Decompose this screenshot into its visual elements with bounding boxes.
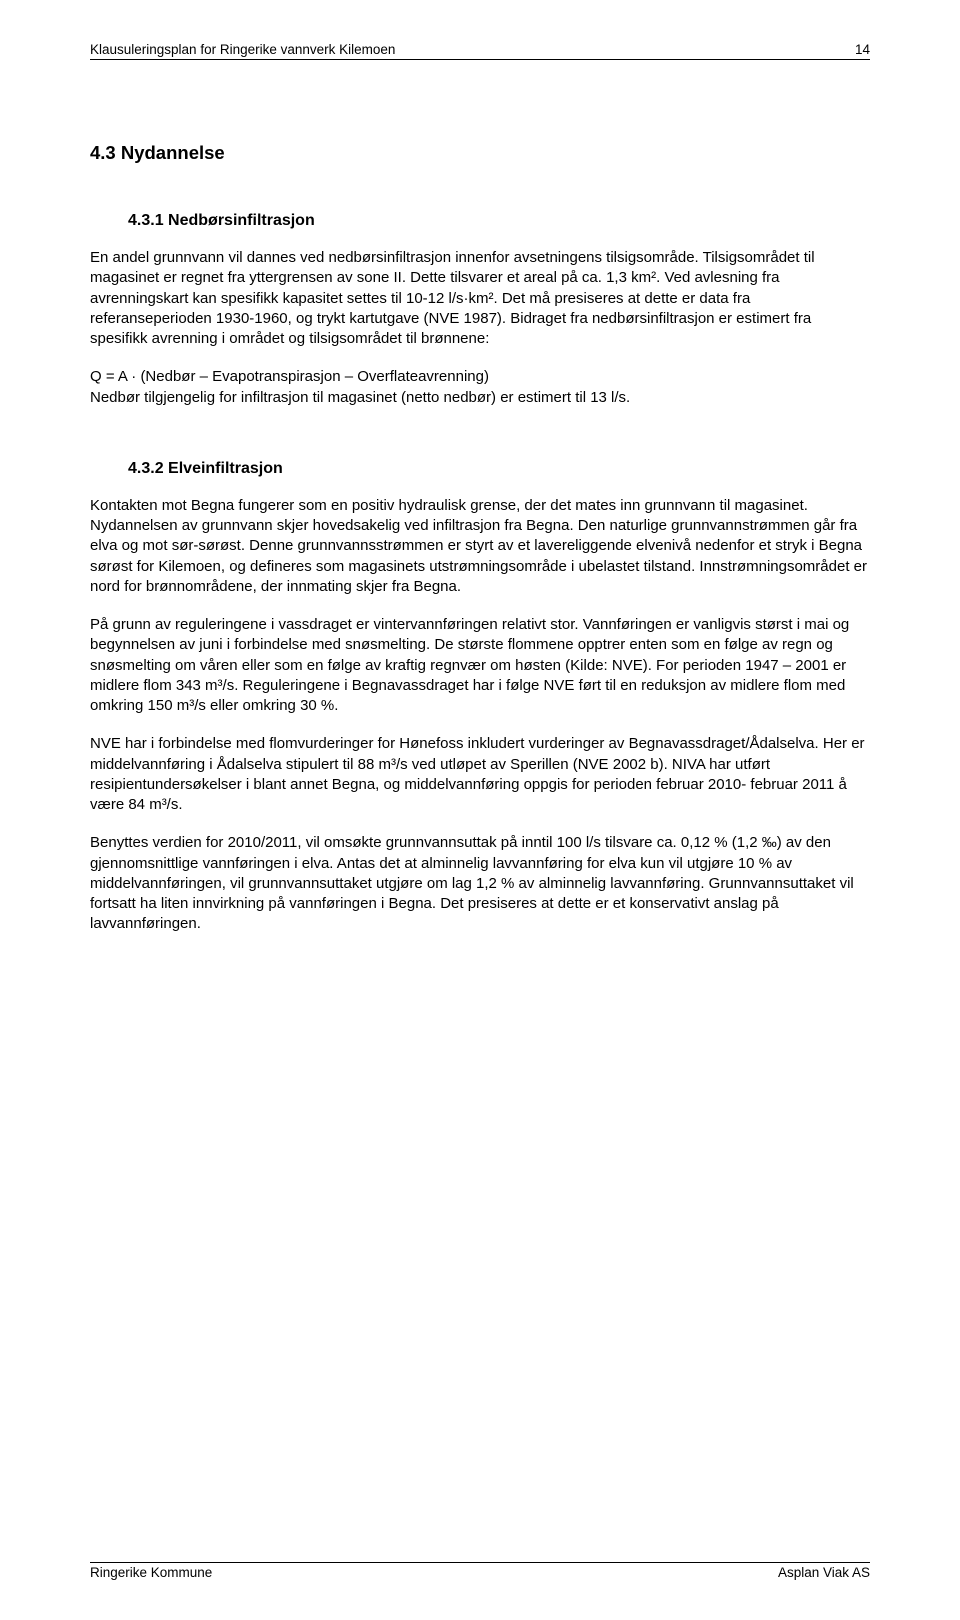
page-header: Klausuleringsplan for Ringerike vannverk… (90, 42, 870, 60)
subsection-title: Nedbørsinfiltrasjon (168, 212, 315, 229)
section-title: Nydannelse (121, 142, 225, 163)
section-heading: 4.3 Nydannelse (90, 142, 870, 164)
spacer (90, 108, 870, 142)
body-paragraph: På grunn av reguleringene i vassdraget e… (90, 615, 870, 716)
footer-left: Ringerike Kommune (90, 1565, 212, 1580)
body-paragraph: En andel grunnvann vil dannes ved nedbør… (90, 248, 870, 349)
page-number: 14 (855, 42, 870, 57)
subsection-number: 4.3.1 (128, 212, 164, 229)
footer-right: Asplan Viak AS (778, 1565, 870, 1580)
subsection-heading: 4.3.2 Elveinfiltrasjon (90, 460, 870, 478)
spacer (90, 192, 870, 212)
body-paragraph: Benyttes verdien for 2010/2011, vil omsø… (90, 833, 870, 934)
subsection-title: Elveinfiltrasjon (168, 460, 283, 477)
section-number: 4.3 (90, 142, 116, 163)
body-paragraph: Q = A · (Nedbør – Evapotranspirasjon – O… (90, 367, 870, 387)
subsection-heading: 4.3.1 Nedbørsinfiltrasjon (90, 212, 870, 230)
body-paragraph: Kontakten mot Begna fungerer som en posi… (90, 496, 870, 597)
body-paragraph: Nedbør tilgjengelig for infiltrasjon til… (90, 388, 870, 408)
page-footer: Ringerike Kommune Asplan Viak AS (90, 1562, 870, 1580)
spacer (90, 426, 870, 460)
body-paragraph: NVE har i forbindelse med flomvurderinge… (90, 734, 870, 815)
header-title: Klausuleringsplan for Ringerike vannverk… (90, 42, 395, 57)
document-page: Klausuleringsplan for Ringerike vannverk… (0, 0, 960, 1620)
subsection-number: 4.3.2 (128, 460, 164, 477)
